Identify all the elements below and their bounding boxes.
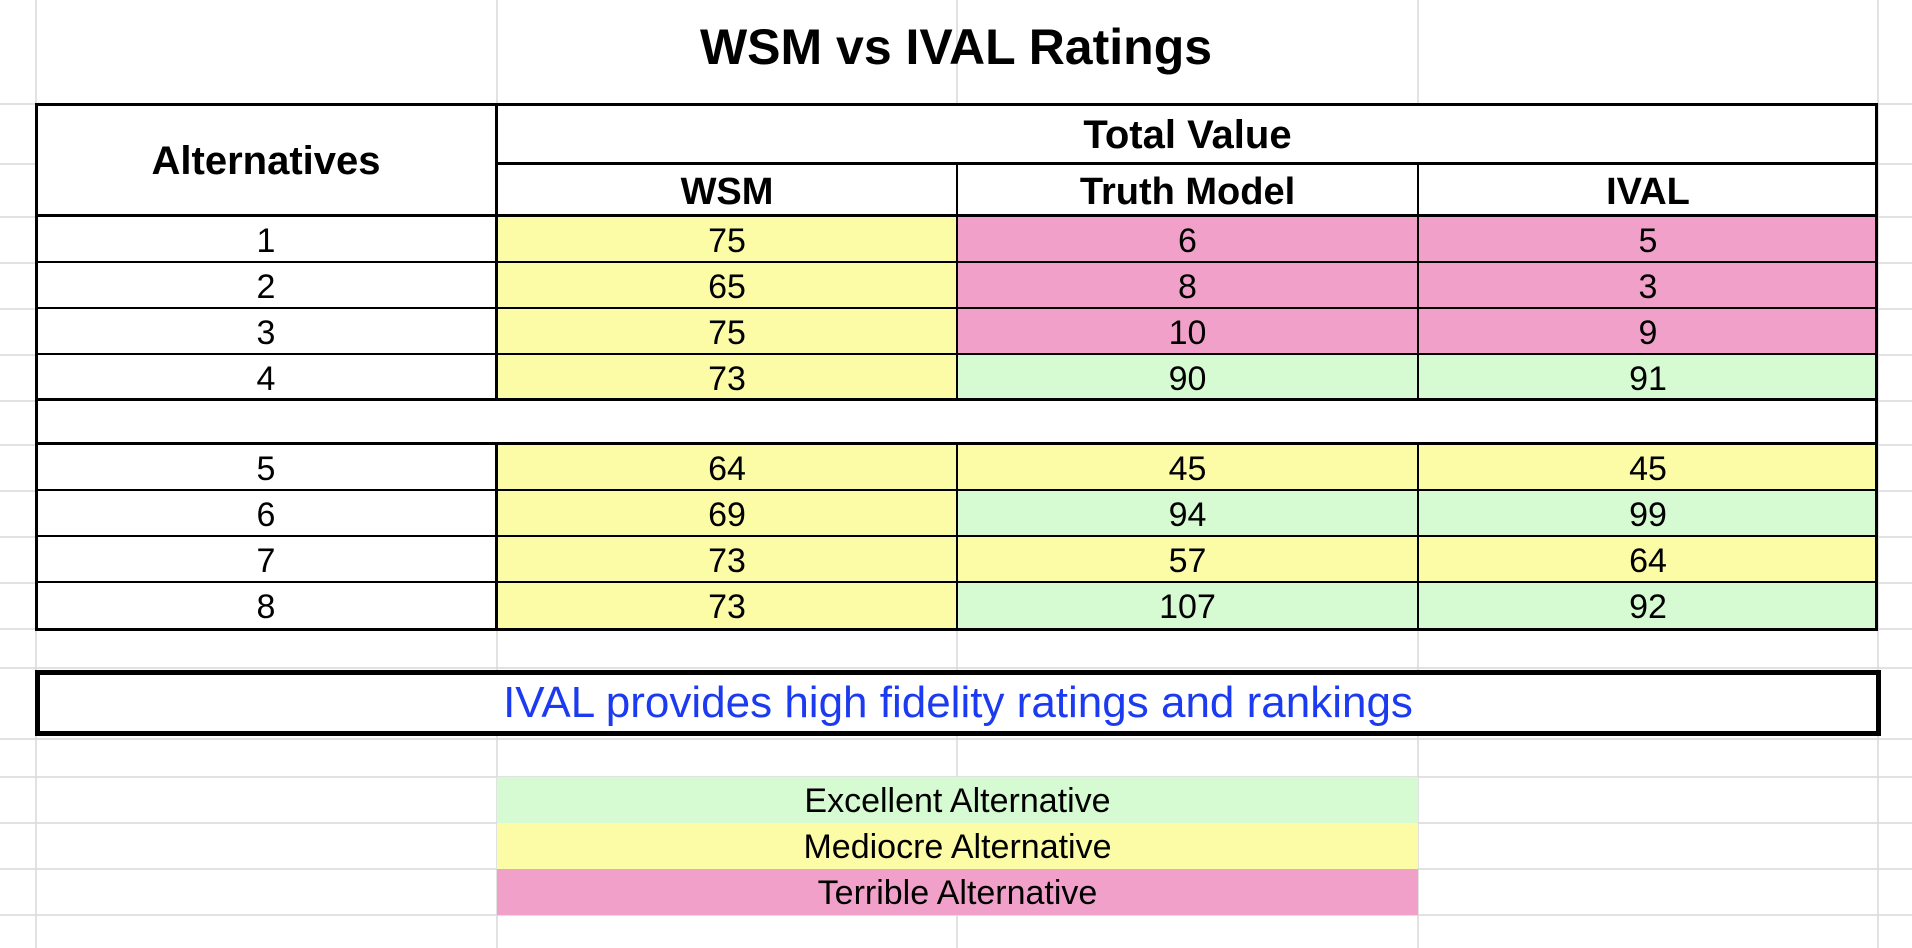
- table-spacer-row: [35, 400, 1878, 444]
- table-row-5-ival: 45: [1418, 444, 1878, 490]
- table-row-4-alt: 4: [256, 359, 276, 398]
- table-row-3-ival: 9: [1418, 308, 1878, 354]
- table-row-2-ival: 3: [1418, 262, 1878, 308]
- table-row-1-truth: 6: [957, 216, 1418, 262]
- legend-excellent: Excellent Alternative: [497, 777, 1418, 823]
- wsm-column-header: WSM: [497, 164, 957, 216]
- table-row-4-wsm: 73: [497, 354, 957, 400]
- column-line: [956, 444, 958, 630]
- row-line-thick: [35, 442, 1878, 445]
- table-row-2-truth: 8: [957, 262, 1418, 308]
- table-border-top: [35, 103, 1878, 106]
- table-row-6-ival: 99: [1418, 490, 1878, 536]
- legend-terrible: Terrible Alternative: [497, 869, 1418, 915]
- table-row-7-alt: 7: [256, 541, 276, 580]
- table-row-3-alt: 3: [256, 313, 276, 352]
- column-line: [495, 103, 498, 400]
- table-row-7-wsm: 73: [497, 536, 957, 582]
- ival-column-header: IVAL: [1418, 164, 1878, 216]
- table-row-6-alt: 6: [256, 495, 276, 534]
- page-title: WSM vs IVAL Ratings: [699, 19, 1213, 75]
- table-row-8-alt: 8: [256, 587, 276, 626]
- table-row-2-alt: 2: [256, 267, 276, 306]
- header-divider: [497, 162, 1878, 165]
- table-row-7-ival: 64: [1418, 536, 1878, 582]
- table-row-6-wsm: 69: [497, 490, 957, 536]
- table-row-8-wsm: 73: [497, 582, 957, 628]
- table-row-4-truth: 90: [957, 354, 1418, 400]
- column-line: [1417, 164, 1419, 400]
- table-row-8-truth: 107: [957, 582, 1418, 628]
- table-row-1-wsm: 75: [497, 216, 957, 262]
- table-row-1-ival: 5: [1418, 216, 1878, 262]
- table-row-6-truth: 94: [957, 490, 1418, 536]
- column-line: [1417, 444, 1419, 630]
- alternatives-header: Alternatives: [35, 103, 497, 216]
- column-line: [495, 444, 498, 630]
- table-border-left: [35, 103, 38, 631]
- ratings-table: Alternatives Total Value WSM Truth Model…: [35, 103, 1878, 631]
- legend-mediocre: Mediocre Alternative: [497, 823, 1418, 869]
- total-value-header: Total Value: [497, 103, 1878, 164]
- table-row-3-wsm: 75: [497, 308, 957, 354]
- table-row-7-truth: 57: [957, 536, 1418, 582]
- table-row-8-ival: 92: [1418, 582, 1878, 628]
- table-row-4-ival: 91: [1418, 354, 1878, 400]
- table-row-5-wsm: 64: [497, 444, 957, 490]
- table-row-2-wsm: 65: [497, 262, 957, 308]
- table-row-3-truth: 10: [957, 308, 1418, 354]
- table-row-1-alt: 1: [256, 221, 276, 260]
- conclusion-callout: IVAL provides high fidelity ratings and …: [35, 670, 1881, 736]
- table-border-right: [1875, 103, 1878, 631]
- truth-model-column-header: Truth Model: [957, 164, 1418, 216]
- column-line: [956, 164, 958, 400]
- table-row-5-truth: 45: [957, 444, 1418, 490]
- table-row-5-alt: 5: [256, 449, 276, 488]
